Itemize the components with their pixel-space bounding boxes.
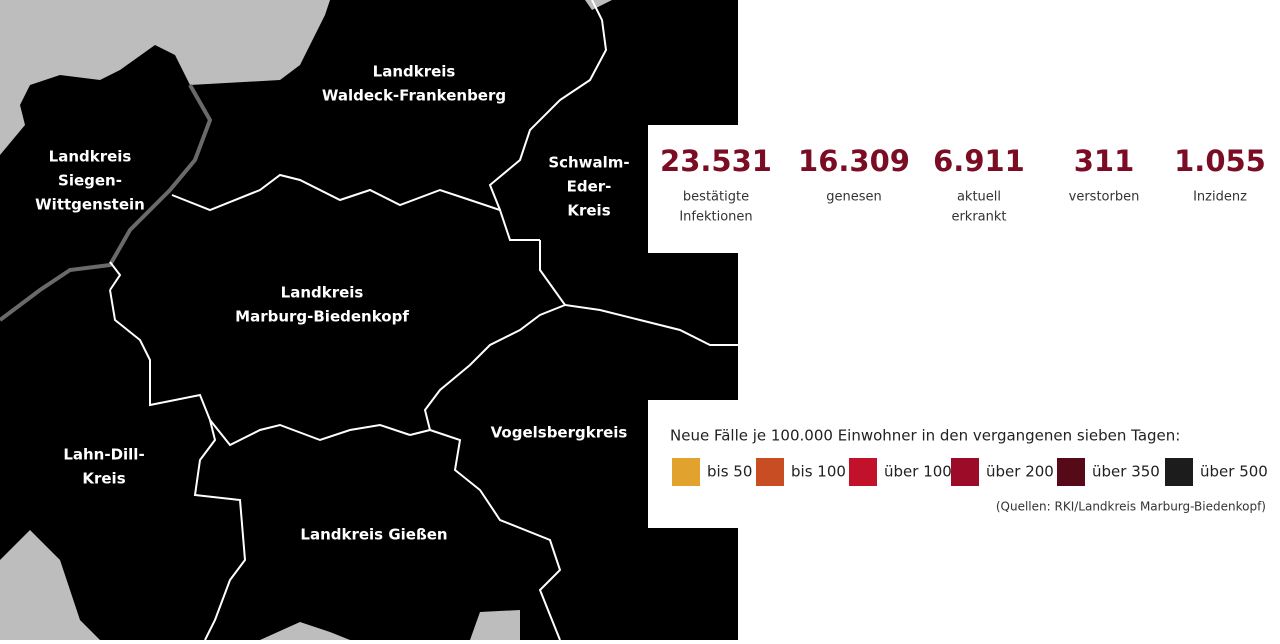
- legend-swatch: [1165, 458, 1193, 486]
- legend-label: über 500: [1200, 463, 1268, 481]
- legend-label: über 200: [986, 463, 1054, 481]
- region-label: Schwalm-: [548, 154, 629, 172]
- stat-value: 6.911: [933, 144, 1025, 178]
- stats-box: [648, 125, 1280, 253]
- map-background: [0, 0, 738, 640]
- region-label: Kreis: [567, 202, 610, 220]
- region-label: Marburg-Biedenkopf: [235, 308, 409, 326]
- stat-value: 16.309: [798, 144, 910, 178]
- region-label: Landkreis: [281, 284, 364, 302]
- region-label: Vogelsbergkreis: [491, 424, 628, 442]
- source-note: (Quellen: RKI/Landkreis Marburg-Biedenko…: [996, 500, 1266, 514]
- region-label: Landkreis Gießen: [300, 526, 447, 544]
- region-label: Eder-: [567, 178, 612, 196]
- stat-value: 311: [1074, 144, 1135, 178]
- legend-swatch: [849, 458, 877, 486]
- stat-label: verstorben: [1069, 190, 1140, 205]
- stat-value: 23.531: [660, 144, 772, 178]
- legend-swatch: [1057, 458, 1085, 486]
- district-borders: [109, 0, 738, 641]
- stat-label: Inzidenz: [1193, 190, 1247, 205]
- legend-label: über 350: [1092, 463, 1160, 481]
- legend-swatch: [672, 458, 700, 486]
- stat-label: bestätigte: [683, 190, 749, 205]
- legend-label: bis 100: [791, 463, 846, 481]
- region-label: Wittgenstein: [35, 196, 145, 214]
- legend-label: über 100: [884, 463, 952, 481]
- region-label: Landkreis: [373, 63, 456, 81]
- stat-label: Infektionen: [679, 210, 752, 225]
- region-label: Kreis: [82, 470, 125, 488]
- region-label: Waldeck-Frankenberg: [322, 87, 506, 105]
- legend-swatch: [951, 458, 979, 486]
- region-label: Lahn-Dill-: [63, 446, 144, 464]
- stat-value: 1.055: [1174, 144, 1266, 178]
- stat-label: genesen: [826, 190, 882, 205]
- legend-swatch: [756, 458, 784, 486]
- region-label: Siegen-: [58, 172, 122, 190]
- region-label: Landkreis: [49, 148, 132, 166]
- legend-label: bis 50: [707, 463, 752, 481]
- stat-label: erkrankt: [951, 210, 1006, 225]
- stat-label: aktuell: [957, 190, 1001, 205]
- legend-title: Neue Fälle je 100.000 Einwohner in den v…: [670, 427, 1180, 445]
- neighbor-areas: [0, 0, 612, 640]
- state-border: [0, 84, 213, 322]
